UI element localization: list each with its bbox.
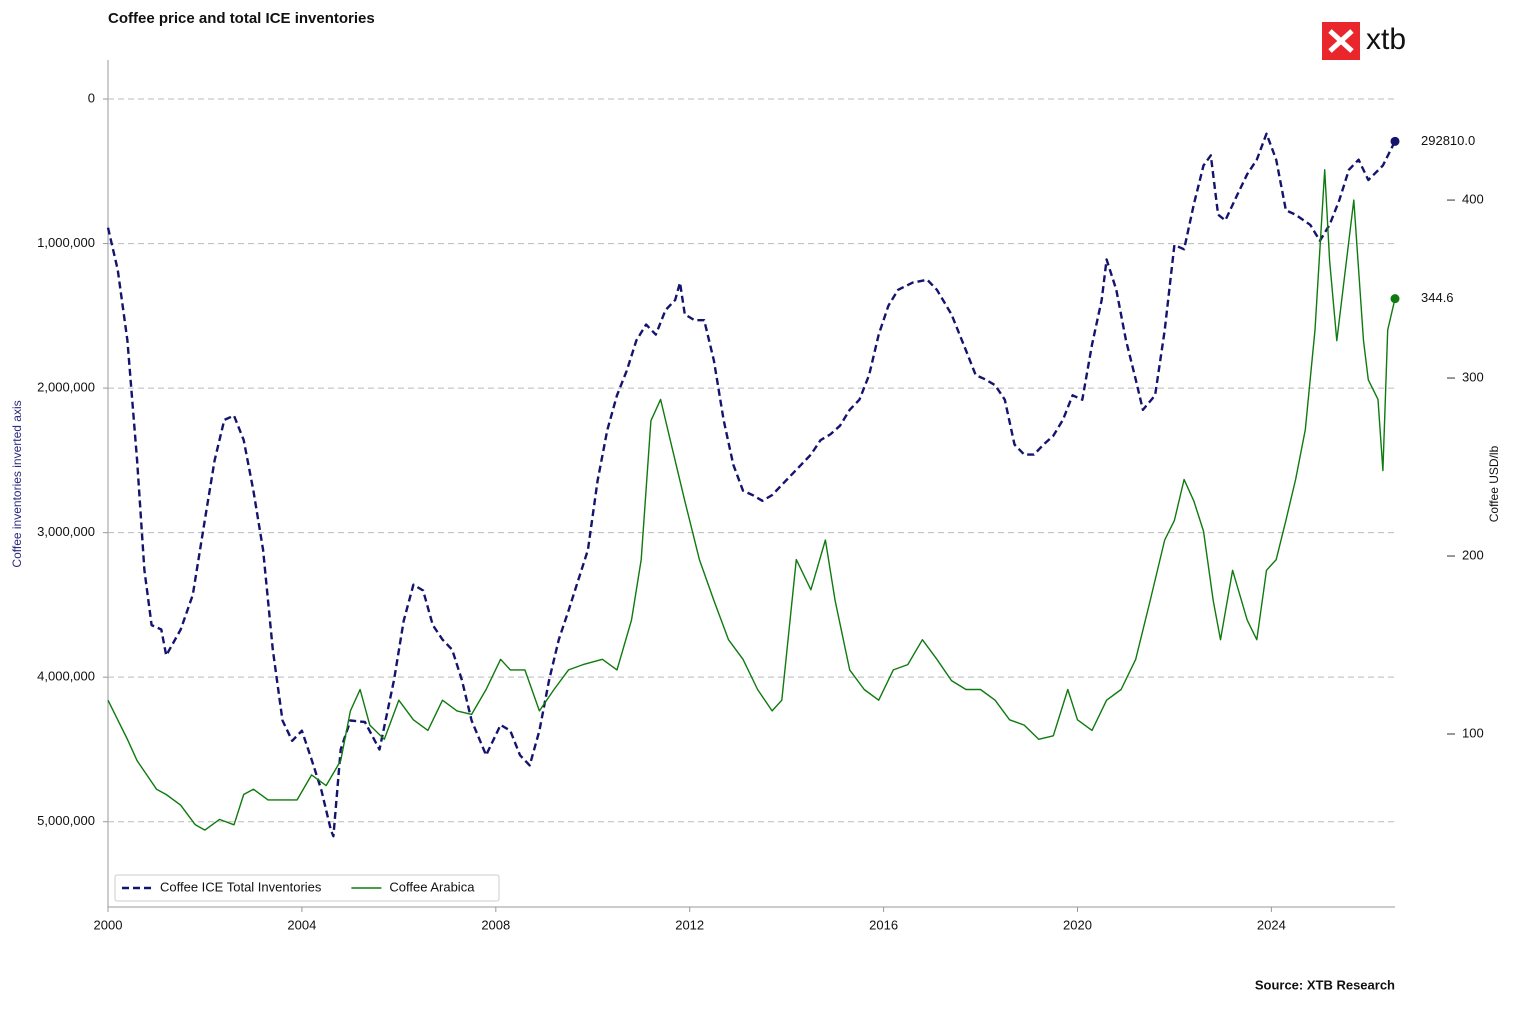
y-tick-label: 4,000,000 bbox=[37, 669, 95, 684]
end-point bbox=[1390, 294, 1400, 304]
end-label: 292810.0 bbox=[1421, 133, 1475, 148]
y-tick-label: 3,000,000 bbox=[37, 524, 95, 539]
series-line bbox=[106, 132, 1397, 838]
y2-tick-label: 200 bbox=[1462, 547, 1484, 562]
y2-tick-label: 300 bbox=[1462, 369, 1484, 384]
x-tick-label: 2020 bbox=[1063, 917, 1092, 932]
x-tick-label: 2000 bbox=[94, 917, 123, 932]
legend-box bbox=[114, 874, 500, 902]
source: Source: XTB Research bbox=[1255, 977, 1395, 992]
y2-tick-label: 400 bbox=[1462, 192, 1484, 207]
x-tick-label: 2004 bbox=[287, 917, 316, 932]
logo-x bbox=[1328, 29, 1354, 53]
end-label: 344.6 bbox=[1421, 290, 1454, 305]
x-tick-label: 2008 bbox=[481, 917, 510, 932]
end-point bbox=[1390, 136, 1400, 146]
y-tick-label: 2,000,000 bbox=[37, 380, 95, 395]
legend-label: Coffee Arabica bbox=[389, 879, 475, 894]
x-tick-label: 2016 bbox=[869, 917, 898, 932]
chart-title: Coffee price and total ICE inventories bbox=[108, 10, 375, 27]
x-tick-label: 2012 bbox=[675, 917, 704, 932]
series-line bbox=[107, 169, 1396, 831]
y-tick-label: 1,000,000 bbox=[37, 235, 95, 250]
y2-tick-label: 100 bbox=[1462, 725, 1484, 740]
y-axis-label: Coffee inventories inverted axis bbox=[10, 400, 24, 567]
y-tick-label: 0 bbox=[88, 90, 95, 105]
y-tick-label: 5,000,000 bbox=[37, 813, 95, 828]
logo-text: xtb bbox=[1366, 23, 1406, 56]
x-tick-label: 2024 bbox=[1257, 917, 1286, 932]
legend-label: Coffee ICE Total Inventories bbox=[160, 879, 322, 894]
y2-axis-label: Coffee USD/lb bbox=[1487, 445, 1501, 522]
